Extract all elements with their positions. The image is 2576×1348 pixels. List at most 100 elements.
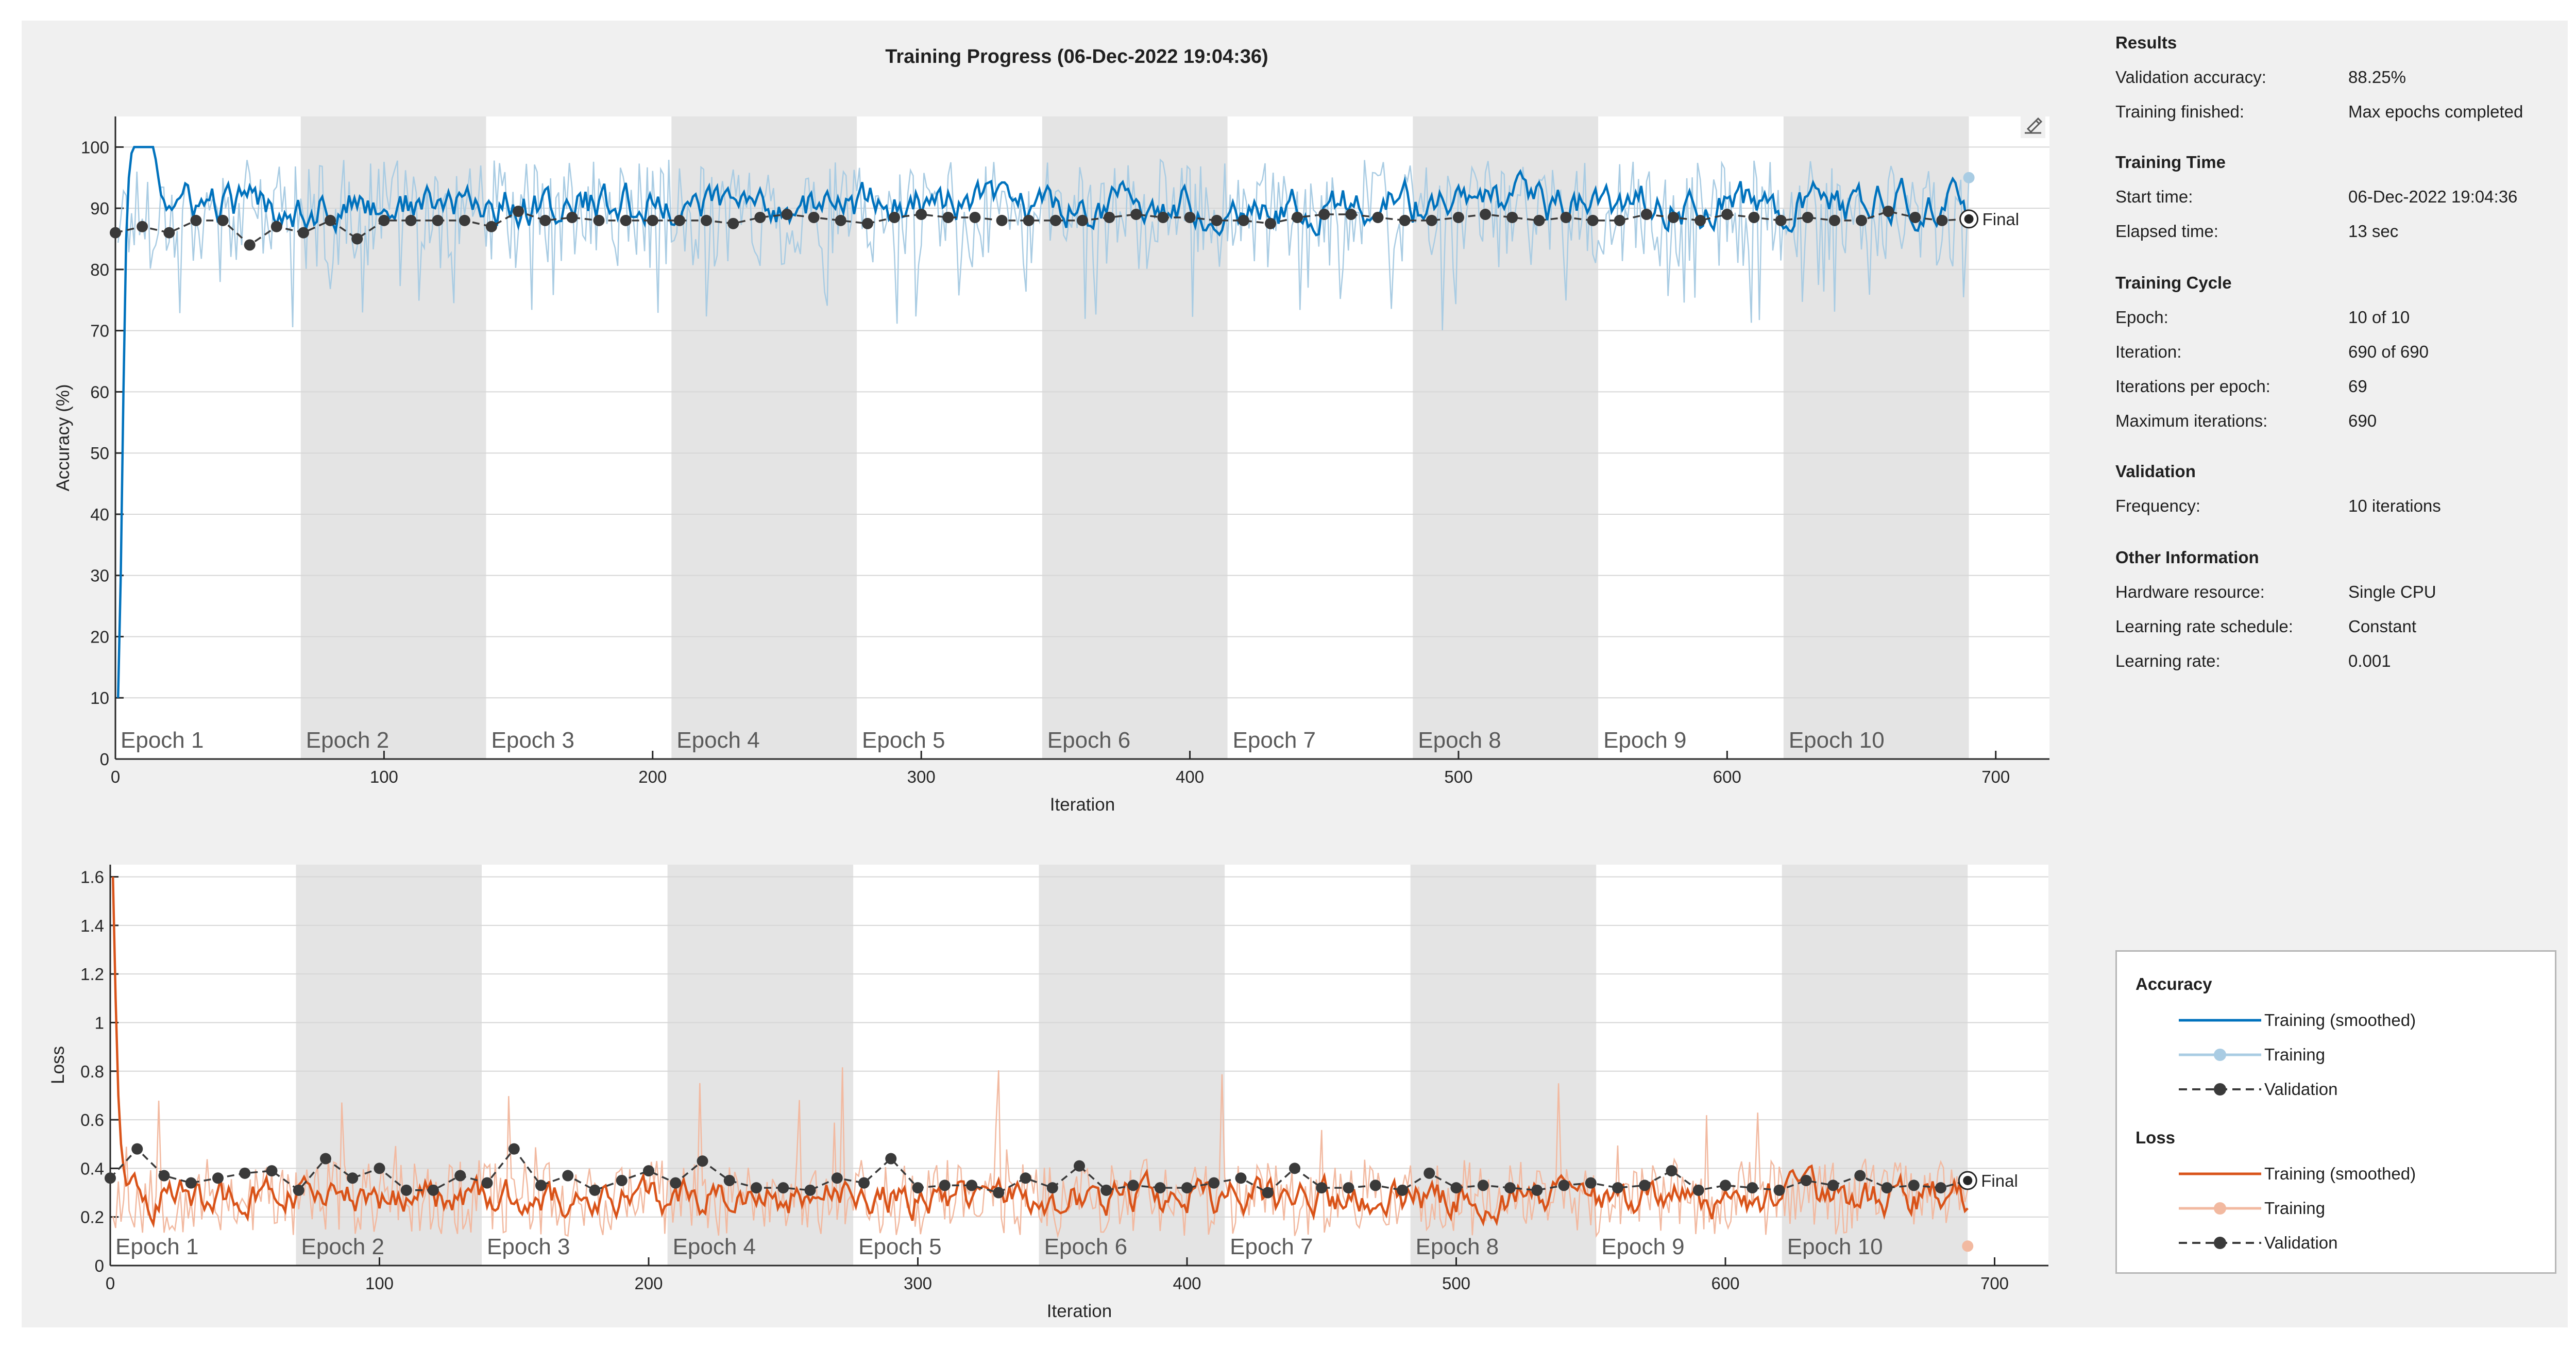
epoch-label: Epoch 8 [1418, 728, 1501, 753]
validation-point [723, 1174, 735, 1186]
validation-point [1694, 214, 1706, 226]
legend-swatches [2179, 1019, 2261, 1249]
validation-point [673, 214, 685, 226]
validation-point [620, 214, 632, 226]
validation-point [1316, 1182, 1328, 1194]
validation-point [754, 211, 766, 223]
y-tick-label: 80 [90, 260, 109, 279]
legend-item-label: Training [2264, 1045, 2325, 1064]
validation-point [996, 214, 1008, 226]
validation-point [1828, 214, 1840, 226]
validation-point [1345, 209, 1357, 221]
validation-point [1558, 1180, 1570, 1191]
validation-point [270, 221, 282, 232]
epoch-label: Epoch 5 [862, 728, 945, 753]
validation-point [1423, 1167, 1435, 1179]
y-tick-label: 90 [90, 199, 109, 218]
other-row-label: Hardware resource: [2115, 582, 2265, 601]
legend-acc-training-marker [2214, 1049, 2226, 1061]
validation-point [158, 1170, 170, 1182]
epoch-label: Epoch 6 [1044, 1234, 1127, 1259]
validation-point [1775, 214, 1787, 226]
validation-point [190, 214, 202, 226]
legend-item-label: Validation [2264, 1233, 2338, 1252]
epoch-label: Epoch 4 [673, 1234, 756, 1259]
validation-point [266, 1165, 278, 1177]
time-row-label: Start time: [2115, 187, 2193, 206]
validation-point [163, 227, 175, 239]
validation-heading: Validation [2115, 462, 2196, 481]
x-tick-label: 200 [638, 767, 667, 786]
validation-point [1181, 1182, 1193, 1194]
time-row-value: 13 sec [2348, 222, 2399, 241]
validation-point [1235, 1172, 1247, 1184]
validation-point [1747, 1182, 1758, 1194]
epoch-label: Epoch 2 [306, 728, 389, 753]
other-row-value: Constant [2348, 617, 2417, 636]
validation-point [1721, 209, 1733, 221]
validation-point [1100, 1184, 1112, 1196]
validation-point [347, 1172, 359, 1184]
validation-point [1773, 1184, 1785, 1196]
validation-point [939, 1180, 951, 1191]
epoch-label: Epoch 1 [121, 728, 204, 753]
validation-point [670, 1177, 682, 1189]
validation-point [1935, 1182, 1946, 1194]
validation-point [1477, 1180, 1489, 1191]
validation-point [1585, 1177, 1597, 1189]
validation-point [1612, 1182, 1623, 1194]
other-row-label: Learning rate schedule: [2115, 617, 2293, 636]
validation-point [1856, 214, 1868, 226]
validation-point [374, 1162, 385, 1174]
cycle-row-label: Epoch: [2115, 308, 2168, 327]
validation-point [1154, 1182, 1166, 1194]
validation-point [1020, 1172, 1031, 1184]
validation-point [1827, 1180, 1839, 1191]
epoch-label: Epoch 9 [1603, 728, 1686, 753]
validation-point [1506, 211, 1518, 223]
validation-point [647, 214, 658, 226]
validation-point [1668, 211, 1680, 223]
validation-point [697, 1155, 708, 1167]
cycle-row-value: 69 [2348, 377, 2367, 396]
validation-point [1720, 1180, 1731, 1191]
cycle-row-label: Maximum iterations: [2115, 411, 2268, 430]
validation-point [616, 1174, 628, 1186]
validation-point [589, 1184, 601, 1196]
x-tick-label: 500 [1444, 767, 1472, 786]
validation-point [1504, 1182, 1516, 1194]
x-tick-label: 700 [1980, 1274, 2009, 1293]
validation-point [1238, 214, 1249, 226]
validation-point [916, 209, 927, 221]
validation-row-label: Frequency: [2115, 496, 2201, 515]
validation-point [1802, 211, 1814, 223]
validation-point [1640, 209, 1652, 221]
validation-point [1450, 1182, 1462, 1194]
epoch-label: Epoch 7 [1233, 728, 1316, 753]
validation-point [781, 209, 793, 221]
training-charts: Training Progress (06-Dec-2022 19:04:36)… [48, 46, 2049, 1321]
legend-loss-training-marker [2214, 1202, 2226, 1215]
validation-point [185, 1177, 197, 1189]
validation-point [1800, 1174, 1812, 1186]
epoch-label: Epoch 6 [1047, 728, 1130, 753]
time-row-label: Elapsed time: [2115, 222, 2218, 241]
validation-point [643, 1165, 654, 1177]
validation-point [400, 1184, 412, 1196]
other-row-value: Single CPU [2348, 582, 2436, 601]
y-axis-label: Accuracy (%) [53, 384, 73, 491]
validation-point [1426, 214, 1437, 226]
validation-point [1531, 1184, 1543, 1196]
validation-point [1130, 209, 1142, 221]
validation-point [1104, 211, 1115, 223]
epoch-label: Epoch 4 [676, 728, 759, 753]
validation-row-value: 10 iterations [2348, 496, 2441, 515]
validation-point [993, 1187, 1005, 1199]
legend-loss-validation-marker [2214, 1237, 2226, 1249]
validation-point [1262, 1187, 1274, 1199]
export-icon[interactable] [2021, 113, 2045, 138]
validation-point [1184, 211, 1196, 223]
validation-point [777, 1182, 789, 1194]
epoch-label: Epoch 9 [1601, 1234, 1684, 1259]
final-label: Final [1982, 210, 2020, 229]
